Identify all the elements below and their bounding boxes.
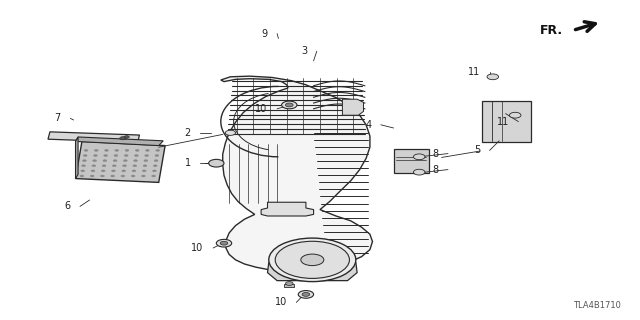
Polygon shape: [76, 141, 165, 182]
Circle shape: [220, 241, 228, 245]
Bar: [284, 284, 294, 287]
Text: TLA4B1710: TLA4B1710: [573, 301, 621, 310]
Text: FR.: FR.: [540, 24, 563, 37]
Polygon shape: [48, 132, 140, 142]
Circle shape: [225, 130, 236, 135]
Circle shape: [152, 175, 156, 177]
Text: 11: 11: [497, 116, 509, 127]
Circle shape: [135, 149, 139, 151]
Circle shape: [82, 165, 86, 167]
Circle shape: [142, 170, 146, 172]
Circle shape: [111, 170, 115, 172]
Text: 8: 8: [432, 148, 438, 159]
Circle shape: [123, 165, 127, 167]
Circle shape: [298, 291, 314, 298]
Text: 10: 10: [275, 297, 287, 308]
Circle shape: [269, 238, 356, 282]
Circle shape: [145, 149, 149, 151]
Circle shape: [111, 175, 115, 177]
Bar: [394, 149, 429, 173]
Text: 1: 1: [184, 158, 191, 168]
Text: 10: 10: [191, 243, 204, 253]
Circle shape: [156, 149, 159, 151]
Circle shape: [144, 160, 148, 162]
Circle shape: [90, 175, 94, 177]
Circle shape: [302, 292, 310, 296]
Circle shape: [102, 165, 106, 167]
Circle shape: [124, 160, 127, 162]
Circle shape: [487, 74, 499, 80]
Text: 4: 4: [365, 120, 371, 130]
Circle shape: [80, 175, 84, 177]
Circle shape: [94, 149, 98, 151]
Circle shape: [104, 149, 108, 151]
Circle shape: [122, 170, 125, 172]
Circle shape: [113, 165, 116, 167]
Circle shape: [93, 160, 97, 162]
Text: 3: 3: [301, 46, 307, 56]
Circle shape: [100, 175, 104, 177]
Circle shape: [154, 165, 157, 167]
Circle shape: [124, 136, 129, 138]
Circle shape: [125, 149, 129, 151]
Circle shape: [209, 159, 224, 167]
Circle shape: [134, 160, 138, 162]
Circle shape: [81, 170, 84, 172]
Polygon shape: [268, 262, 357, 281]
Circle shape: [413, 169, 425, 175]
Circle shape: [103, 160, 107, 162]
Circle shape: [275, 241, 349, 278]
Circle shape: [141, 175, 145, 177]
Circle shape: [216, 239, 232, 247]
Polygon shape: [76, 137, 78, 179]
Polygon shape: [261, 202, 314, 216]
Text: 2: 2: [184, 128, 191, 138]
Circle shape: [115, 149, 118, 151]
Circle shape: [509, 112, 521, 118]
Circle shape: [83, 155, 87, 156]
Circle shape: [133, 165, 137, 167]
Text: 10: 10: [255, 104, 268, 114]
Circle shape: [282, 101, 297, 109]
Circle shape: [285, 282, 293, 285]
Text: 8: 8: [432, 164, 438, 175]
Circle shape: [120, 137, 126, 140]
Circle shape: [154, 160, 158, 162]
Circle shape: [131, 175, 135, 177]
Circle shape: [92, 165, 96, 167]
Circle shape: [155, 155, 159, 156]
Text: 11: 11: [468, 67, 480, 77]
Circle shape: [83, 160, 86, 162]
Circle shape: [145, 155, 148, 156]
Circle shape: [413, 154, 425, 160]
Circle shape: [301, 254, 324, 266]
Text: 7: 7: [54, 113, 61, 124]
Polygon shape: [342, 99, 364, 115]
Circle shape: [121, 175, 125, 177]
Circle shape: [84, 149, 88, 151]
Circle shape: [124, 155, 128, 156]
Circle shape: [114, 155, 118, 156]
Circle shape: [104, 155, 108, 156]
Circle shape: [134, 155, 138, 156]
Circle shape: [93, 155, 97, 156]
Circle shape: [152, 170, 156, 172]
Circle shape: [132, 170, 136, 172]
Polygon shape: [221, 76, 372, 271]
Polygon shape: [76, 137, 163, 146]
Circle shape: [285, 103, 293, 107]
Circle shape: [143, 165, 147, 167]
Circle shape: [91, 170, 95, 172]
FancyBboxPatch shape: [482, 101, 531, 142]
Text: 9: 9: [261, 28, 268, 39]
Circle shape: [101, 170, 105, 172]
Circle shape: [113, 160, 117, 162]
Text: 6: 6: [64, 201, 70, 212]
Text: 5: 5: [474, 145, 480, 156]
